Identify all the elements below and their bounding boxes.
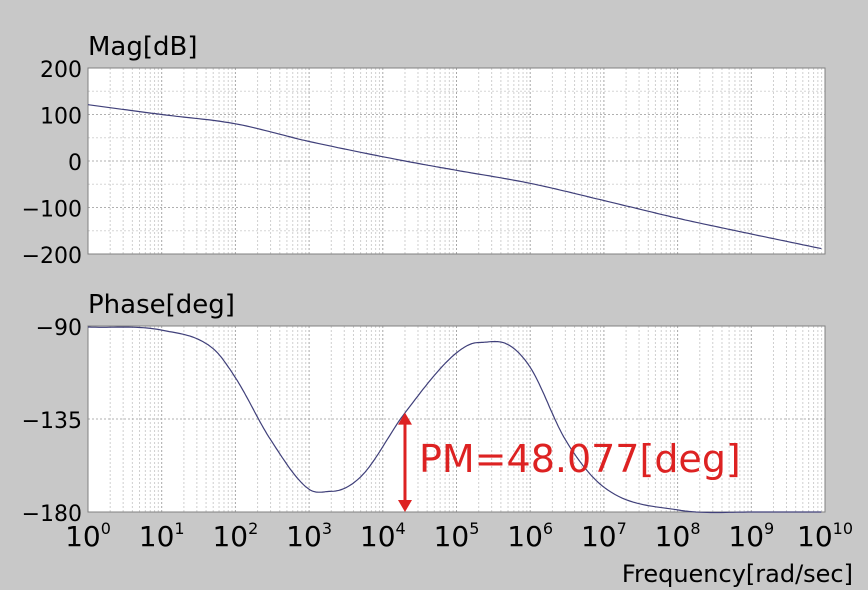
phase-frame: [87, 325, 826, 513]
x-tick-label: 101: [139, 519, 185, 553]
phase-margin-annotation: PM=48.077[deg]: [397, 412, 741, 512]
phase-series-line: [87, 326, 822, 514]
magnitude-series-line: [87, 104, 822, 250]
y-tick-label: 0: [68, 151, 82, 176]
x-tick-label: 104: [360, 519, 406, 553]
y-tick-label: −90: [36, 316, 82, 341]
x-axis-label: Frequency[rad/sec]: [622, 560, 853, 588]
arrow-head-bottom: [397, 500, 412, 512]
x-tick-label: 103: [286, 519, 332, 553]
y-tick-label: 100: [40, 105, 82, 130]
x-tick-label: 102: [212, 519, 258, 553]
y-tick-label: −200: [22, 244, 82, 269]
magnitude-panel: Mag[dB] 200 100 0 −100 −200: [22, 32, 826, 269]
y-tick-label: −180: [22, 502, 82, 527]
magnitude-title: Mag[dB]: [88, 32, 198, 62]
y-tick-label: −135: [22, 409, 82, 434]
magnitude-frame: [87, 67, 826, 255]
x-tick-label: 109: [728, 519, 774, 553]
x-tick-label: 108: [655, 519, 701, 553]
magnitude-grid: [87, 67, 825, 255]
arrow-head-top: [397, 412, 412, 425]
phase-margin-label: PM=48.077[deg]: [419, 437, 741, 481]
y-tick-label: −100: [22, 198, 82, 223]
x-tick-label: 107: [581, 519, 627, 553]
x-tick-label: 1010: [797, 519, 853, 553]
x-tick-label: 100: [65, 519, 111, 553]
x-tick-label: 106: [507, 519, 553, 553]
phase-title: Phase[deg]: [88, 290, 235, 320]
x-tick-label: 105: [434, 519, 480, 553]
x-tick-labels: 100 101 102 103 104 105 106 107 108 109 1010: [65, 519, 853, 553]
y-tick-label: 200: [40, 58, 82, 83]
